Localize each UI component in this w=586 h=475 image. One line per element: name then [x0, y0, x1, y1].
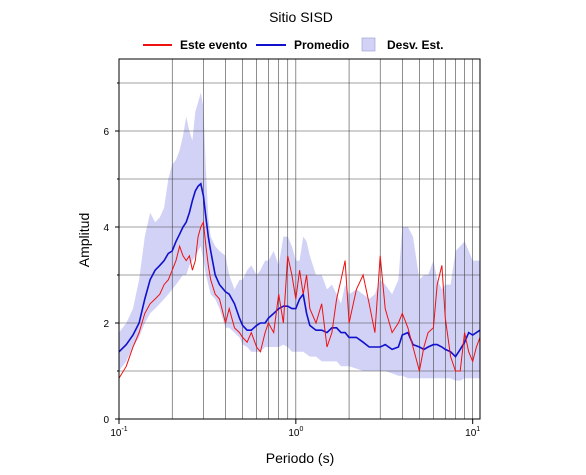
x-tick-label: 10-1: [110, 426, 127, 439]
chart-title: Sitio SISD: [269, 9, 333, 25]
legend: Este evento Promedio Desv. Est.: [143, 37, 443, 52]
y-tick-label: 0: [103, 415, 109, 426]
y-tick-label: 6: [103, 127, 109, 138]
legend-label-band: Desv. Est.: [387, 38, 443, 52]
legend-label-event: Este evento: [180, 38, 247, 52]
mean-series-line: [118, 182, 481, 358]
y-axis-label: Amplitud: [76, 213, 92, 267]
event-series-line: [118, 220, 481, 379]
x-axis-label: Periodo (s): [266, 450, 334, 466]
x-tick-label: 100: [288, 426, 303, 439]
y-tick-label: 4: [103, 223, 109, 234]
axis-ticks: 0 2 4 6 10-1 100 101: [103, 82, 480, 439]
plot-area: 0 2 4 6 10-1 100 101: [103, 58, 481, 439]
plot-frame: [118, 58, 481, 420]
legend-label-mean: Promedio: [294, 38, 349, 52]
y-tick-label: 2: [103, 319, 109, 330]
x-tick-label: 101: [465, 426, 480, 439]
grid-lines: [119, 59, 480, 419]
std-dev-band: [119, 92, 480, 381]
legend-swatch-band: [361, 37, 376, 52]
